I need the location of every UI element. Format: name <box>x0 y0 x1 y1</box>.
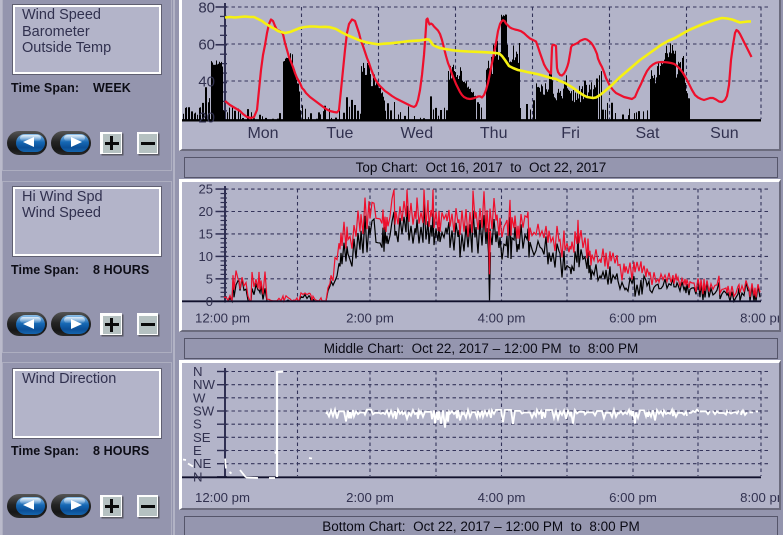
svg-text:NE: NE <box>193 456 212 471</box>
svg-text:2:00 pm: 2:00 pm <box>346 490 394 505</box>
svg-text:SW: SW <box>193 403 215 418</box>
svg-text:NW: NW <box>193 377 216 392</box>
svg-text:2:00 pm: 2:00 pm <box>346 310 394 325</box>
svg-text:12:00 pm: 12:00 pm <box>195 310 250 325</box>
svg-text:60: 60 <box>198 37 215 54</box>
svg-text:Fri: Fri <box>561 125 580 142</box>
svg-text:Sun: Sun <box>710 125 738 142</box>
svg-text:N: N <box>193 469 203 484</box>
svg-text:5: 5 <box>206 271 213 286</box>
svg-text:15: 15 <box>199 226 213 241</box>
svg-text:25: 25 <box>199 182 213 197</box>
svg-text:20: 20 <box>199 204 213 219</box>
svg-text:80: 80 <box>198 0 215 17</box>
svg-text:10: 10 <box>199 248 213 263</box>
svg-text:Wed: Wed <box>400 125 433 142</box>
svg-text:N: N <box>193 364 203 379</box>
svg-text:4:00 pm: 4:00 pm <box>478 310 526 325</box>
svg-text:Thu: Thu <box>480 125 508 142</box>
svg-text:20: 20 <box>198 110 215 127</box>
svg-text:40: 40 <box>198 74 215 91</box>
svg-text:6:00 pm: 6:00 pm <box>609 490 657 505</box>
svg-text:Tue: Tue <box>326 125 353 142</box>
svg-text:12:00 pm: 12:00 pm <box>195 490 250 505</box>
svg-text:8:00 pm: 8:00 pm <box>740 490 779 505</box>
svg-text:0: 0 <box>206 293 213 308</box>
svg-text:S: S <box>193 416 202 431</box>
svg-text:Sat: Sat <box>635 125 660 142</box>
svg-text:Mon: Mon <box>247 125 278 142</box>
svg-text:6:00 pm: 6:00 pm <box>609 310 657 325</box>
svg-text:SE: SE <box>193 429 211 444</box>
svg-text:4:00 pm: 4:00 pm <box>478 490 526 505</box>
svg-text:8:00 pm: 8:00 pm <box>740 310 779 325</box>
svg-text:E: E <box>193 443 202 458</box>
svg-text:W: W <box>193 390 206 405</box>
